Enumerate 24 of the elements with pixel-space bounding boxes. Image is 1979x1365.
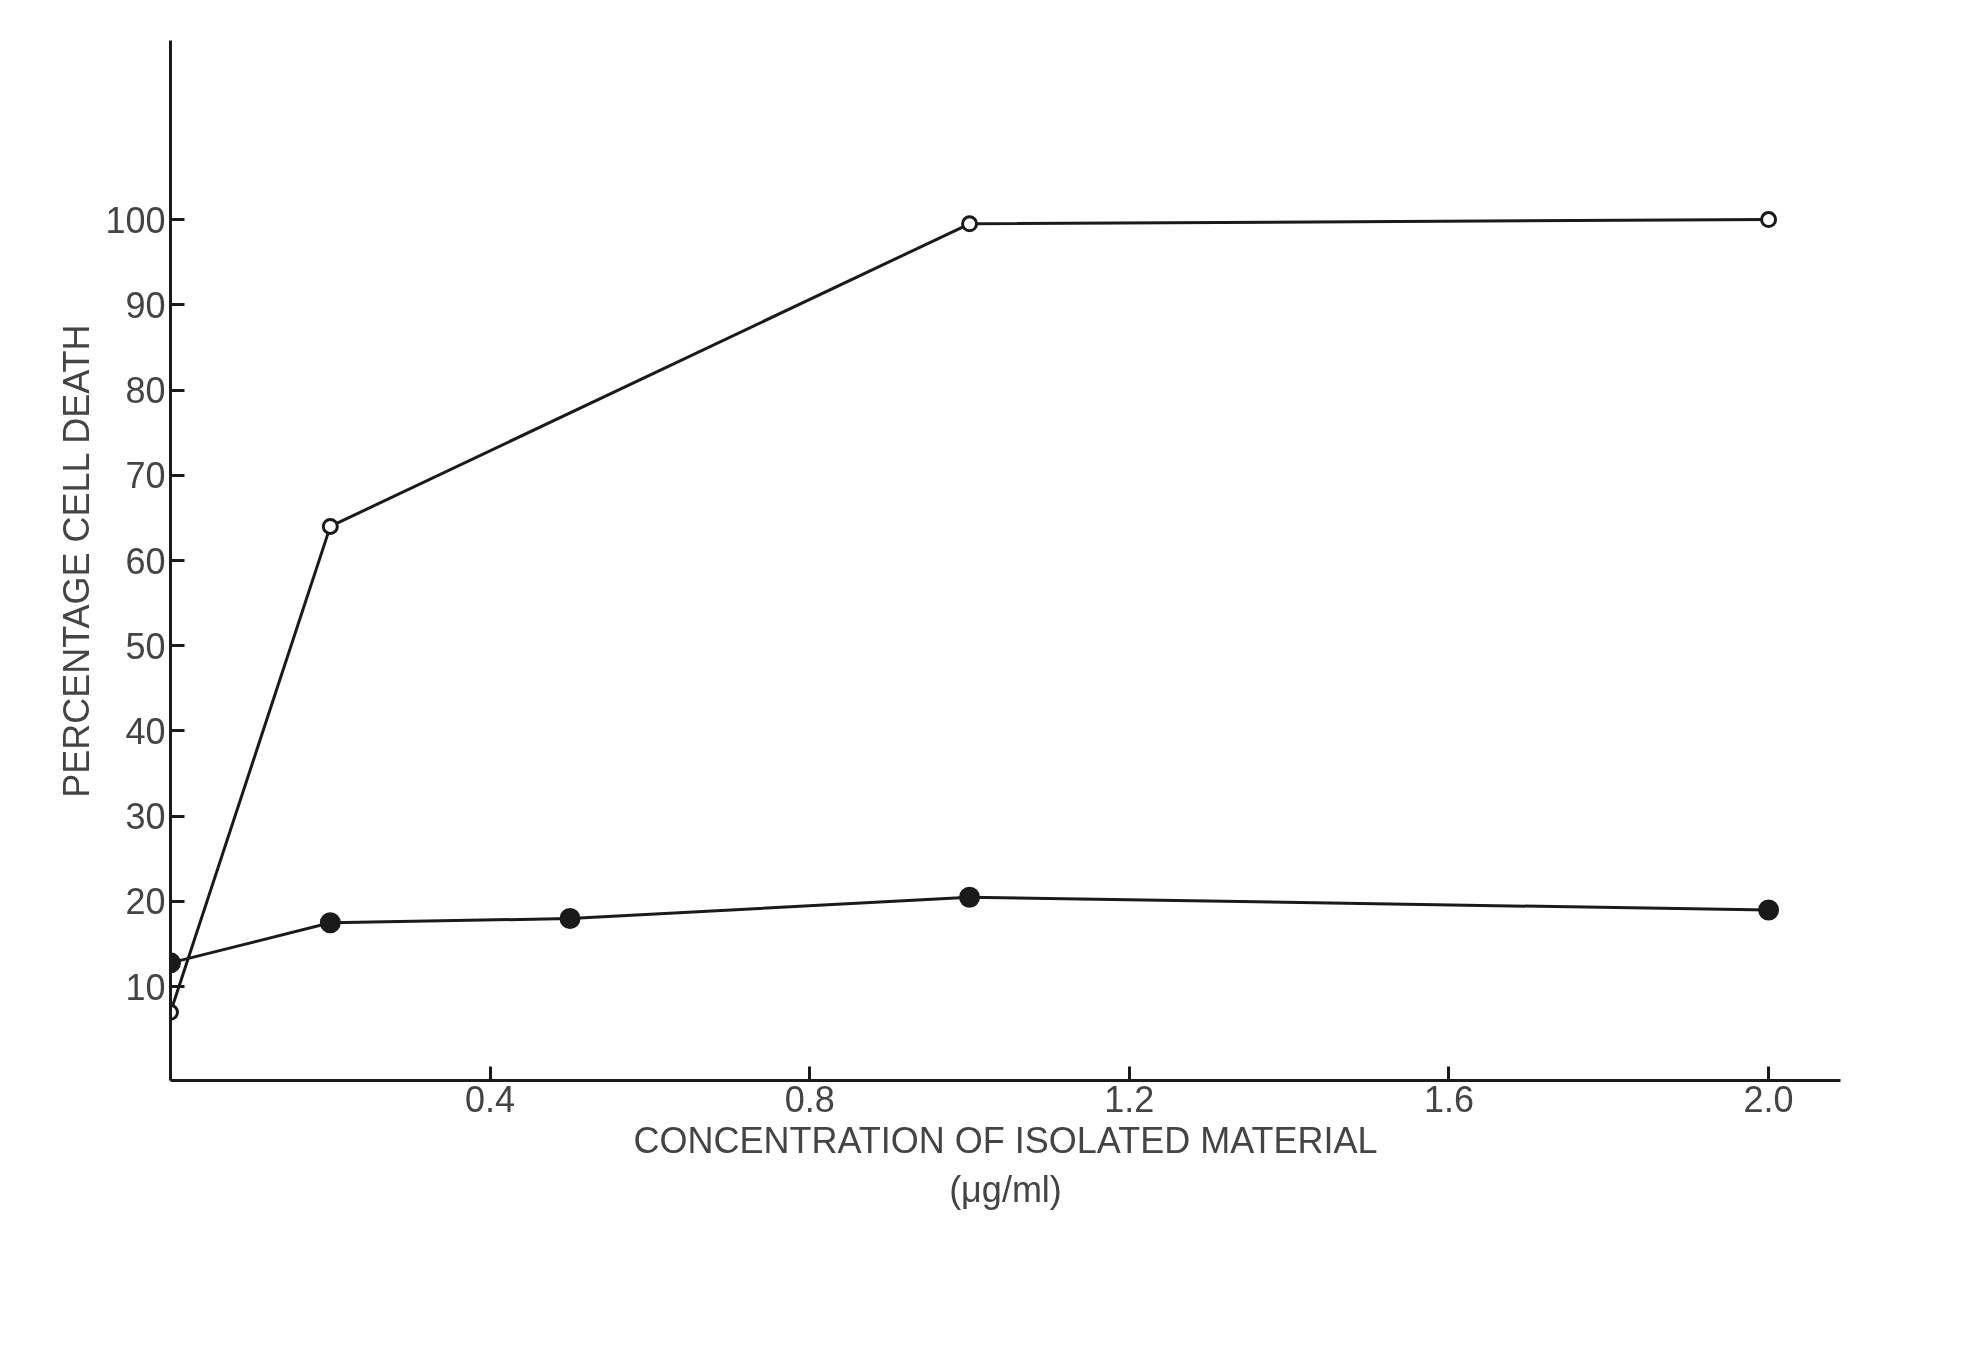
point (1760, 211, 1778, 228)
point (959, 886, 981, 908)
y-tick-label: 10 (125, 966, 166, 1008)
point (1758, 899, 1780, 921)
y-tick-label: 50 (125, 625, 166, 667)
x-tick-label: 2.0 (1743, 1078, 1794, 1120)
x-axis-title: CONCENTRATION OF ISOLATED MATERIAL (μg/ml) (633, 1119, 1378, 1210)
point (319, 912, 341, 934)
x-tick-label: 0.8 (784, 1078, 835, 1120)
y-tick-label: 20 (125, 881, 166, 923)
x-tick-label: 1.6 (1423, 1078, 1474, 1120)
y-tick-label: 70 (125, 455, 166, 497)
y-axis-title: PERCENTAGE CELL DEATH (56, 324, 98, 798)
y-tick-label: 90 (125, 284, 166, 326)
y-tick-label: 30 (125, 796, 166, 838)
y-tick-label: 40 (125, 710, 166, 752)
point (559, 908, 581, 930)
x-tick-label: 1.2 (1104, 1078, 1155, 1120)
point (961, 215, 979, 233)
y-tick-label: 60 (125, 540, 166, 582)
y-tick-label: 100 (105, 199, 166, 241)
x-tick-label: 0.4 (465, 1078, 516, 1120)
point (321, 517, 339, 535)
y-tick-label: 80 (125, 370, 166, 412)
